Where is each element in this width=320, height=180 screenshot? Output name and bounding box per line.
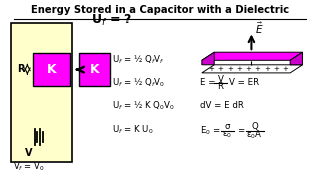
Text: K: K: [90, 63, 100, 76]
Text: Energy Stored in a Capacitor with a Dielectric: Energy Stored in a Capacitor with a Diel…: [31, 5, 289, 15]
Text: V: V: [25, 148, 32, 158]
Text: K: K: [47, 63, 56, 76]
Text: +: +: [245, 66, 251, 72]
Text: +: +: [208, 66, 214, 72]
Text: R: R: [217, 82, 223, 91]
Text: V$_f$ = V$_0$: V$_f$ = V$_0$: [13, 160, 44, 173]
Polygon shape: [290, 52, 302, 65]
Text: dV = E dR: dV = E dR: [200, 101, 244, 110]
Text: +: +: [283, 66, 288, 72]
Bar: [79, 53, 110, 86]
Text: U$_f$ = K U$_0$: U$_f$ = K U$_0$: [112, 123, 154, 136]
Text: +: +: [255, 66, 260, 72]
Text: U$_f$ = ½ K Q$_0$V$_0$: U$_f$ = ½ K Q$_0$V$_0$: [112, 100, 175, 112]
Text: U$_f$ = ½ Q$_f$V$_f$: U$_f$ = ½ Q$_f$V$_f$: [112, 53, 165, 66]
Bar: [33, 53, 70, 86]
Polygon shape: [202, 52, 302, 60]
Text: Q: Q: [251, 122, 258, 131]
Text: +: +: [273, 66, 279, 72]
Polygon shape: [202, 52, 214, 65]
Text: ε$_0$: ε$_0$: [222, 129, 233, 140]
Text: U$_f$ = ½ Q$_f$V$_0$: U$_f$ = ½ Q$_f$V$_0$: [112, 76, 165, 89]
Polygon shape: [202, 65, 302, 73]
Text: E$_0$ =: E$_0$ =: [200, 124, 221, 137]
Text: U$_f$ = ?: U$_f$ = ?: [91, 13, 133, 28]
Text: V: V: [218, 75, 223, 84]
Text: R: R: [17, 64, 24, 74]
Text: $\vec{E}$: $\vec{E}$: [255, 20, 263, 36]
Text: =: =: [237, 126, 244, 135]
Text: σ: σ: [225, 122, 230, 131]
Text: +: +: [236, 66, 242, 72]
Text: ε$_0$A: ε$_0$A: [246, 128, 263, 141]
Text: +: +: [264, 66, 270, 72]
Text: V = ER: V = ER: [229, 78, 259, 87]
Bar: [11, 23, 72, 162]
Text: +: +: [218, 66, 223, 72]
Text: E =: E =: [200, 78, 216, 87]
Text: +: +: [227, 66, 233, 72]
